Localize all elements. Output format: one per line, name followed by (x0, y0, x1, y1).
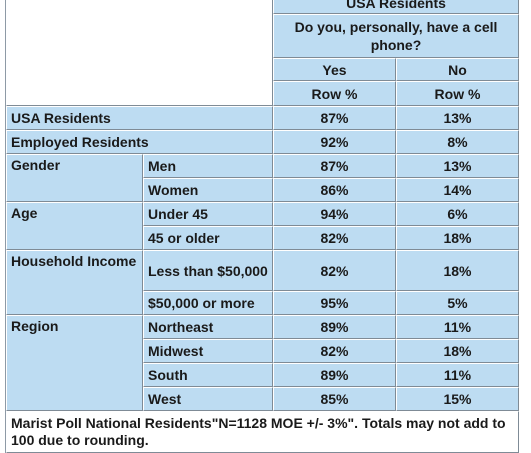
cell-no: 18% (396, 226, 519, 250)
header-blank-cell (6, 0, 273, 106)
col-yes-header: Yes (273, 58, 396, 81)
cell-no: 5% (396, 291, 519, 315)
row-label-45-or-older: 45 or older (143, 226, 273, 250)
cell-no: 6% (396, 202, 519, 226)
table-row: $50,000 or more 95% 5% (6, 291, 519, 315)
row-label-usa-residents: USA Residents (6, 106, 273, 130)
table-row: 45 or older 82% 18% (6, 226, 519, 250)
cell-yes: 87% (273, 154, 396, 178)
group-label-region: Region (6, 315, 143, 411)
table-row: South 89% 11% (6, 363, 519, 387)
row-label-northeast: Northeast (143, 315, 273, 339)
cell-no: 11% (396, 363, 519, 387)
table-row: West 85% 15% (6, 387, 519, 411)
row-label-50000-or-more: $50,000 or more (143, 291, 273, 315)
cell-yes: 82% (273, 226, 396, 250)
cell-yes: 82% (273, 250, 396, 291)
table-row: USA Residents 87% 13% (6, 106, 519, 130)
cell-no: 18% (396, 339, 519, 363)
table-row: Age Under 45 94% 6% (6, 202, 519, 250)
cell-no: 14% (396, 178, 519, 202)
cell-yes: 95% (273, 291, 396, 315)
row-label-employed: Employed Residents (6, 130, 273, 154)
row-label-south: South (143, 363, 273, 387)
cell-no: 11% (396, 315, 519, 339)
cell-yes: 85% (273, 387, 396, 411)
group-label-gender: Gender (6, 154, 143, 202)
cell-no: 8% (396, 130, 519, 154)
cell-no: 18% (396, 250, 519, 291)
row-label-less-than-50000: Less than $50,000 (143, 250, 273, 291)
cell-yes: 82% (273, 339, 396, 363)
cell-yes: 89% (273, 363, 396, 387)
row-label-women: Women (143, 178, 273, 202)
question-header: Do you, personally, have a cell phone? (273, 14, 519, 58)
cell-yes: 92% (273, 130, 396, 154)
cell-yes: 89% (273, 315, 396, 339)
table-row: Midwest 82% 18% (6, 339, 519, 363)
table-row: Women 86% 14% (6, 178, 519, 202)
footnote: Marist Poll National Residents"N=1128 MO… (6, 411, 519, 453)
footnote-row: Marist Poll National Residents"N=1128 MO… (6, 411, 519, 453)
col-no-header: No (396, 58, 519, 81)
cell-no: 15% (396, 387, 519, 411)
cell-no: 13% (396, 106, 519, 130)
table-row: Employed Residents 92% 8% (6, 130, 519, 154)
table-row: Region Northeast 89% 11% (6, 315, 519, 411)
cell-yes: 87% (273, 106, 396, 130)
group-label-age: Age (6, 202, 143, 250)
row-label-under-45: Under 45 (143, 202, 273, 226)
row-pct-no-header: Row % (396, 81, 519, 106)
row-label-midwest: Midwest (143, 339, 273, 363)
group-label-household-income: Household Income (6, 250, 143, 315)
row-pct-yes-header: Row % (273, 81, 396, 106)
poll-table: USA Residents Do you, personally, have a… (5, 0, 519, 453)
row-label-west: West (143, 387, 273, 411)
cell-no: 13% (396, 154, 519, 178)
cell-yes: 94% (273, 202, 396, 226)
group-title: USA Residents (273, 0, 519, 14)
row-label-men: Men (143, 154, 273, 178)
table-row: Gender Men 87% 13% (6, 154, 519, 202)
table-row: Household Income Less than $50,000 82% 1… (6, 250, 519, 315)
cell-yes: 86% (273, 178, 396, 202)
